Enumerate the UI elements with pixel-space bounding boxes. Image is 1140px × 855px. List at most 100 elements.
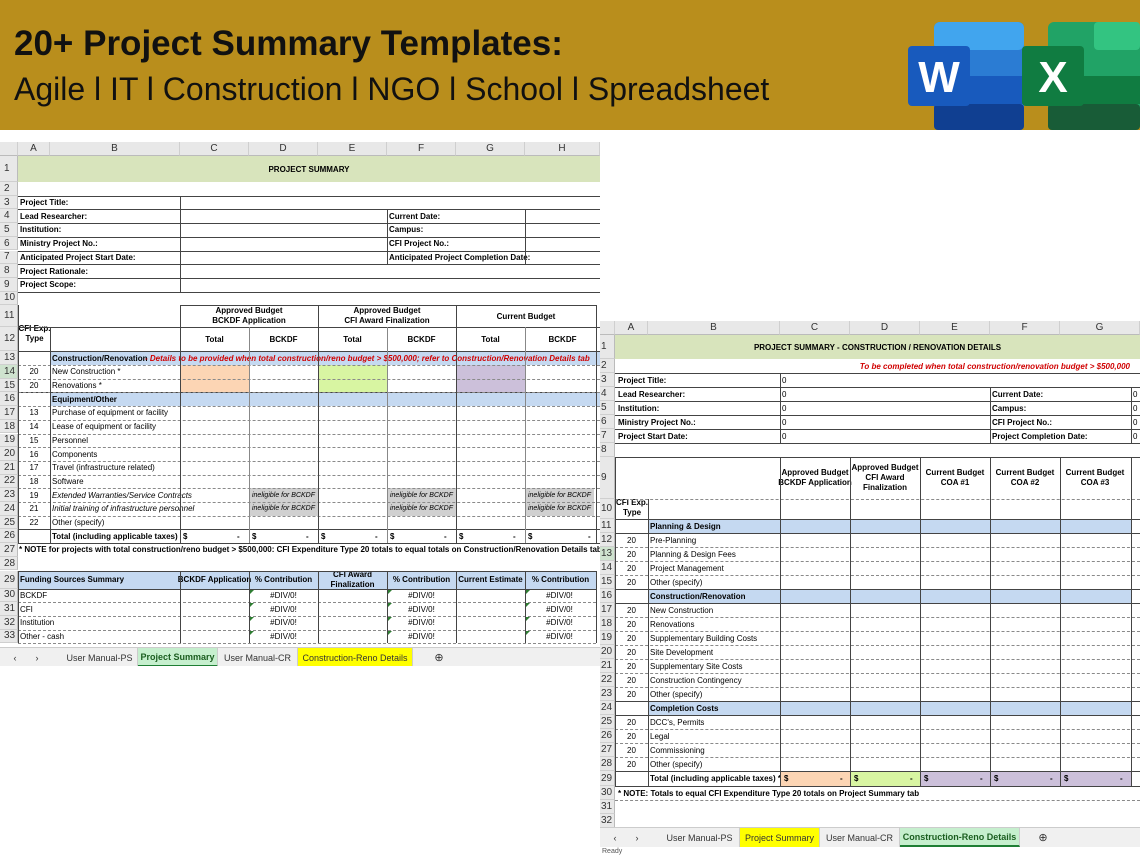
row-header[interactable]: 24 bbox=[600, 701, 615, 715]
row-header[interactable]: 20 bbox=[600, 645, 615, 659]
row-header[interactable]: 14 bbox=[0, 365, 18, 379]
row-header[interactable]: 22 bbox=[0, 474, 18, 489]
sheet-tab[interactable]: User Manual-PS bbox=[660, 828, 740, 847]
nav-prev-arrow[interactable]: ‹ bbox=[613, 832, 617, 843]
row-header[interactable]: 16 bbox=[600, 589, 615, 603]
nav-next-arrow[interactable]: › bbox=[635, 832, 639, 843]
row-header[interactable]: 21 bbox=[600, 659, 615, 673]
row-header[interactable]: 15 bbox=[0, 378, 18, 393]
column-header[interactable]: D bbox=[850, 321, 920, 335]
row-header[interactable]: 8 bbox=[0, 264, 18, 278]
select-all-corner[interactable] bbox=[600, 321, 615, 335]
column-header[interactable]: G bbox=[456, 142, 525, 156]
row-header[interactable]: 10 bbox=[0, 291, 18, 306]
column-header[interactable]: F bbox=[387, 142, 456, 156]
column-header[interactable]: B bbox=[50, 142, 180, 156]
row-header[interactable]: 31 bbox=[600, 800, 615, 814]
row-header[interactable]: 6 bbox=[600, 415, 615, 429]
row-header[interactable]: 4 bbox=[600, 387, 615, 401]
row-header[interactable]: 2 bbox=[600, 359, 615, 373]
row-header[interactable]: 29 bbox=[600, 771, 615, 786]
row-header[interactable]: 20 bbox=[0, 447, 18, 461]
row-header[interactable]: 23 bbox=[600, 687, 615, 701]
row-header[interactable]: 32 bbox=[0, 615, 18, 630]
row-header[interactable]: 9 bbox=[0, 277, 18, 292]
row-header[interactable]: 26 bbox=[0, 529, 18, 544]
column-header[interactable]: E bbox=[920, 321, 990, 335]
row-header[interactable]: 30 bbox=[600, 786, 615, 800]
row-header[interactable]: 13 bbox=[0, 351, 18, 365]
sheet-tab[interactable]: Construction-Reno Details bbox=[900, 828, 1020, 847]
sheet-tab[interactable]: Project Summary bbox=[138, 648, 218, 666]
row-header[interactable]: 12 bbox=[600, 533, 615, 547]
row-header[interactable]: 22 bbox=[600, 673, 615, 687]
select-all-corner[interactable] bbox=[0, 142, 18, 156]
row-header[interactable]: 31 bbox=[0, 602, 18, 616]
construction-details-sheet[interactable]: A B C D E F G 1 2 3 4 5 6 7 8 9 10 11 12 13 14 15 16 17 18 19 20 21… bbox=[600, 321, 1140, 855]
row-header[interactable]: 28 bbox=[0, 556, 18, 571]
column-header[interactable]: D bbox=[249, 142, 318, 156]
row-header[interactable]: 27 bbox=[600, 743, 615, 757]
sheet-tab[interactable]: Project Summary bbox=[740, 828, 820, 847]
row-header[interactable]: 16 bbox=[0, 392, 18, 407]
nav-next-arrow[interactable]: › bbox=[35, 652, 39, 663]
row-header[interactable]: 3 bbox=[600, 373, 615, 387]
add-sheet-icon[interactable]: ⊕ bbox=[1038, 832, 1048, 844]
row-header[interactable]: 33 bbox=[0, 629, 18, 644]
sheet-tab[interactable]: User Manual-PS bbox=[62, 648, 138, 666]
row-header[interactable]: 5 bbox=[600, 401, 615, 415]
sheet-tab[interactable]: User Manual-CR bbox=[218, 648, 298, 666]
row-header[interactable]: 11 bbox=[600, 519, 615, 533]
row-header[interactable]: 23 bbox=[0, 488, 18, 502]
column-header[interactable]: G bbox=[1060, 321, 1140, 335]
column-header[interactable]: A bbox=[615, 321, 648, 335]
row-header[interactable]: 3 bbox=[0, 195, 18, 210]
row-header[interactable]: 18 bbox=[0, 419, 18, 434]
row-header[interactable]: 1 bbox=[600, 335, 615, 359]
row-header[interactable]: 4 bbox=[0, 209, 18, 224]
row-header[interactable]: 2 bbox=[0, 182, 18, 196]
row-header[interactable]: 25 bbox=[0, 515, 18, 530]
row-header[interactable]: 17 bbox=[600, 603, 615, 617]
row-header[interactable]: 19 bbox=[600, 631, 615, 645]
column-header[interactable]: A bbox=[18, 142, 50, 156]
row-header[interactable]: 13 bbox=[600, 547, 615, 561]
row-header[interactable]: 14 bbox=[600, 561, 615, 575]
row-header[interactable]: 26 bbox=[600, 729, 615, 743]
row-header[interactable]: 9 bbox=[600, 457, 615, 499]
row-header[interactable]: 32 bbox=[600, 814, 615, 828]
row-header[interactable]: 5 bbox=[0, 223, 18, 237]
row-header[interactable]: 29 bbox=[0, 570, 18, 589]
row-header[interactable]: 10 bbox=[600, 499, 615, 519]
row-header[interactable]: 17 bbox=[0, 406, 18, 420]
column-header[interactable]: B bbox=[648, 321, 780, 335]
row-header[interactable]: 27 bbox=[0, 543, 18, 557]
row-header[interactable]: 30 bbox=[0, 588, 18, 603]
column-header[interactable]: F bbox=[990, 321, 1060, 335]
line-item-label: Other (specify) bbox=[52, 518, 105, 528]
row-header[interactable]: 25 bbox=[600, 715, 615, 729]
column-header[interactable]: E bbox=[318, 142, 387, 156]
exp-type: 20 bbox=[627, 577, 636, 587]
nav-prev-arrow[interactable]: ‹ bbox=[13, 652, 17, 663]
row-header[interactable]: 7 bbox=[0, 250, 18, 265]
row-header[interactable]: 6 bbox=[0, 236, 18, 251]
sheet-tab[interactable]: User Manual-CR bbox=[820, 828, 900, 847]
row-header[interactable]: 12 bbox=[0, 327, 18, 352]
project-summary-sheet[interactable]: A B C D E F G H 1 2 3 4 5 6 7 8 9 10 11 12 13 14 15 16 17 18 19 20 2… bbox=[0, 142, 600, 666]
add-sheet-icon[interactable]: ⊕ bbox=[434, 652, 444, 664]
row-header[interactable]: 21 bbox=[0, 460, 18, 475]
row-header[interactable]: 15 bbox=[600, 575, 615, 589]
row-header[interactable]: 11 bbox=[0, 305, 18, 328]
row-header[interactable]: 24 bbox=[0, 502, 18, 516]
column-header[interactable]: C bbox=[780, 321, 850, 335]
row-header[interactable]: 7 bbox=[600, 429, 615, 443]
row-header[interactable]: 18 bbox=[600, 617, 615, 631]
column-header[interactable]: H bbox=[525, 142, 600, 156]
sheet-tab[interactable]: Construction-Reno Details bbox=[298, 648, 413, 666]
column-header[interactable]: C bbox=[180, 142, 249, 156]
row-header[interactable]: 28 bbox=[600, 757, 615, 771]
row-header[interactable]: 19 bbox=[0, 433, 18, 448]
row-header[interactable]: 1 bbox=[0, 156, 18, 182]
row-header[interactable]: 8 bbox=[600, 443, 615, 457]
